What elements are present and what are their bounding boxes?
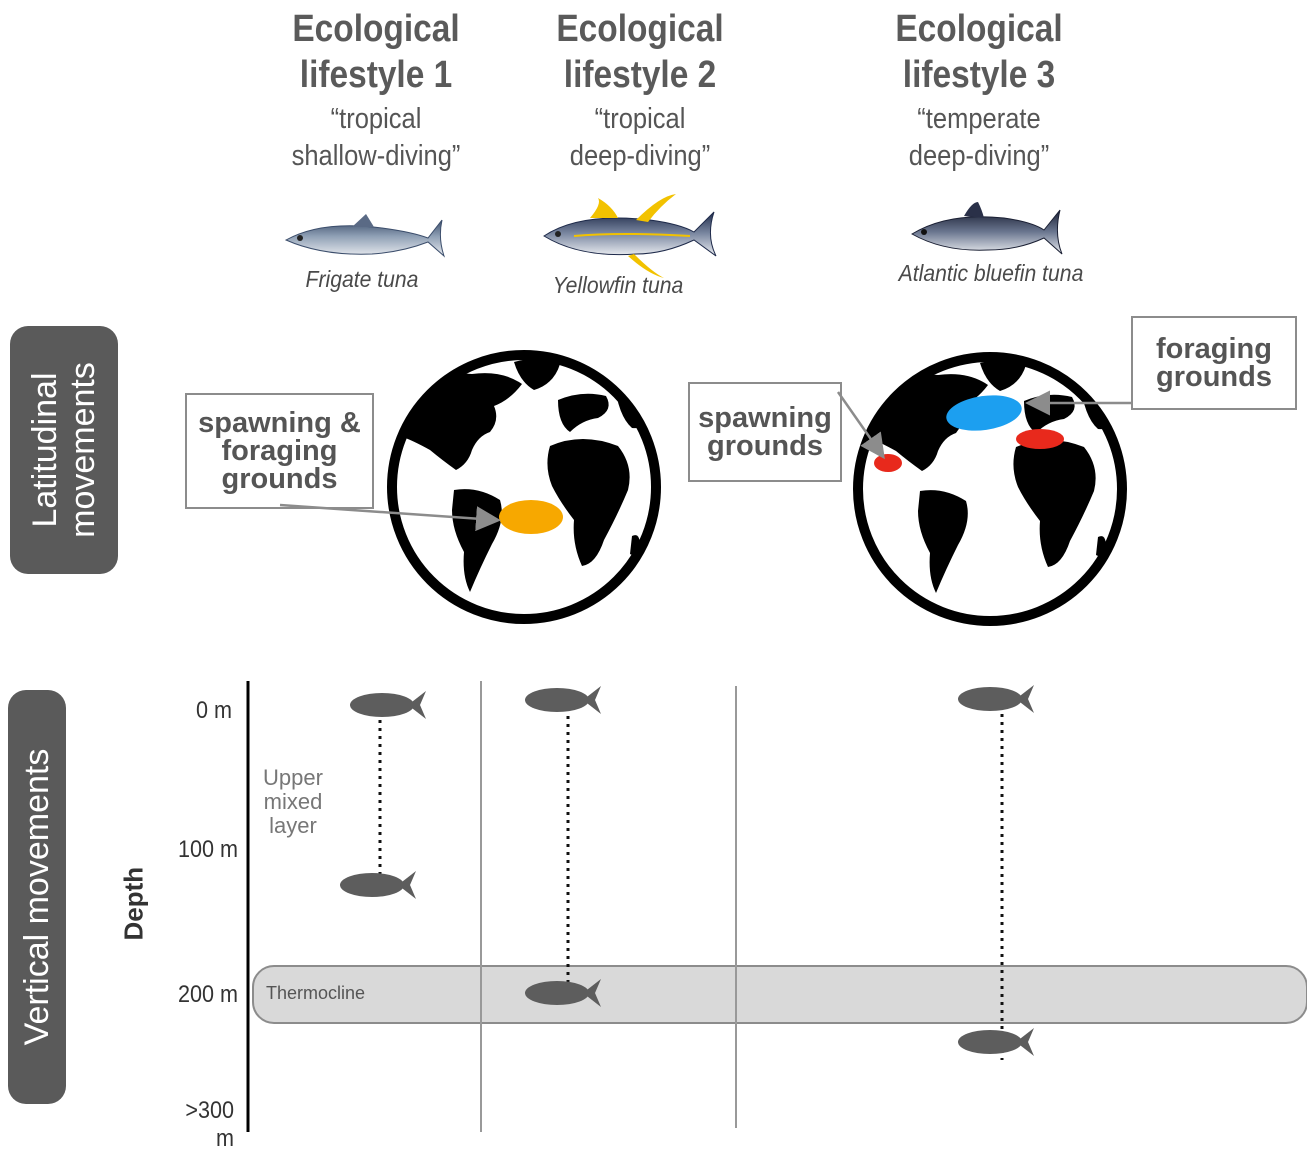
spawning-foraging-callout: spawning & foraging grounds	[185, 393, 374, 509]
frigate-tuna-illustration	[284, 214, 446, 258]
lifestyle-1-title-line1: Ecological	[292, 8, 460, 50]
fish-icon	[350, 691, 426, 719]
depth-tick-100: 100 m	[177, 836, 238, 863]
lifestyle-1-title-line2: lifestyle 1	[299, 54, 453, 96]
lifestyle-1-subtitle-line1: “tropical	[330, 103, 422, 135]
lifestyle-3-title-line2: lifestyle 3	[902, 54, 1056, 96]
tropical-grounds-ellipse	[499, 500, 563, 534]
thermocline-label: Thermocline	[266, 983, 366, 1003]
frigate-tuna-label: Frigate tuna	[305, 266, 419, 292]
depth-tick-0: 0 m	[195, 697, 232, 724]
foraging-grounds-ellipse	[946, 395, 1022, 431]
spawning-grounds-callout: spawning grounds	[688, 382, 842, 482]
fish-icon	[958, 685, 1034, 713]
yellowfin-tuna-illustration	[543, 194, 717, 278]
atlantic-bluefin-tuna-illustration	[911, 202, 1063, 255]
globe-temperate	[853, 352, 1127, 626]
fish-icon	[958, 1028, 1034, 1056]
lifestyle-2-title: Ecological lifestyle 2	[526, 6, 755, 98]
vertical-movements-label: Vertical movements	[18, 748, 56, 1046]
depth-tick-300: >300 m	[185, 1097, 234, 1152]
spawning-grounds-mediterranean-ellipse	[1016, 429, 1064, 449]
upper-mixed-layer-label: Upper mixed layer	[263, 765, 323, 838]
lifestyle-3-subtitle-line2: deep-diving”	[908, 140, 1050, 172]
thermocline-band: Thermocline	[252, 965, 1307, 1024]
lifestyle-1-subtitle-line2: shallow-diving”	[291, 140, 461, 172]
lifestyle-1-subtitle: “tropical shallow-diving”	[262, 101, 491, 175]
lifestyle-3-title-line1: Ecological	[895, 8, 1063, 50]
depth-axis-label: Depth	[118, 866, 149, 941]
atlantic-bluefin-tuna-label: Atlantic bluefin tuna	[898, 260, 1084, 286]
latitudinal-movements-tab: Latitudinal movements	[10, 326, 118, 574]
foraging-grounds-callout: foraging grounds	[1131, 316, 1297, 410]
depth-tick-200: 200 m	[177, 981, 238, 1008]
fish-icon	[525, 686, 601, 714]
spawning-grounds-gulf-ellipse	[874, 454, 902, 472]
lifestyle-2-subtitle-line1: “tropical	[594, 103, 686, 135]
globe-tropical	[387, 350, 661, 624]
lifestyle-3-title: Ecological lifestyle 3	[865, 6, 1094, 98]
fish-icon	[340, 871, 416, 899]
latitudinal-movements-label: Latitudinal movements	[26, 362, 102, 538]
lifestyle-1-title: Ecological lifestyle 1	[262, 6, 491, 98]
lifestyle-2-title-line1: Ecological	[556, 8, 724, 50]
lifestyle-2-title-line2: lifestyle 2	[563, 54, 717, 96]
yellowfin-tuna-label: Yellowfin tuna	[552, 272, 684, 298]
lifestyle-2-subtitle: “tropical deep-diving”	[526, 101, 755, 175]
lifestyle-2-subtitle-line2: deep-diving”	[569, 140, 711, 172]
lifestyle-3-subtitle: “temperate deep-diving”	[865, 101, 1094, 175]
lifestyle-3-subtitle-line1: “temperate	[917, 103, 1041, 135]
vertical-movements-tab: Vertical movements	[8, 690, 66, 1104]
